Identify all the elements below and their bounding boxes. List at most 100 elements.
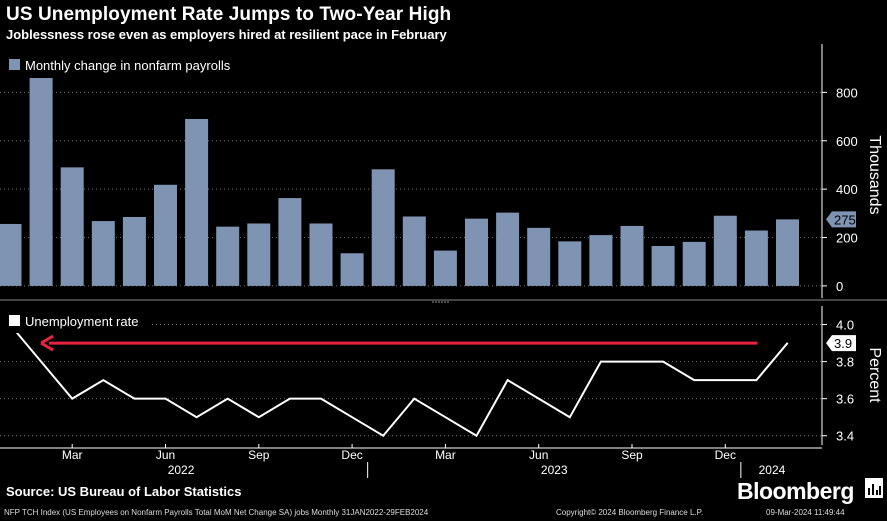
y-tick-label: 3.4 — [836, 429, 854, 444]
last-value-label: 3.9 — [834, 336, 852, 351]
line-point — [196, 416, 198, 418]
bar — [216, 226, 240, 286]
line-point — [382, 435, 384, 437]
bar — [402, 216, 426, 286]
bar — [185, 118, 209, 286]
x-tick-label: Dec — [715, 448, 736, 462]
x-tick-label: Dec — [341, 448, 362, 462]
payrolls-legend-swatch — [9, 59, 20, 70]
bar — [278, 198, 302, 286]
line-point — [413, 398, 415, 400]
line-point — [475, 435, 478, 437]
y-tick-label: 3.6 — [836, 392, 854, 407]
x-year-label: 2022 — [168, 463, 195, 477]
bar — [29, 76, 53, 286]
bar — [465, 218, 488, 286]
legends: Monthly change in nonfarm payrolls Unempl… — [0, 52, 887, 333]
y-tick-label: 4.0 — [836, 318, 854, 333]
x-year-label: 2023 — [541, 463, 568, 477]
line-point — [786, 342, 789, 344]
bar — [122, 216, 146, 286]
x-tick-label: Jun — [529, 448, 548, 462]
line-point — [258, 416, 260, 418]
bar — [91, 221, 115, 286]
x-year-label: 2024 — [759, 463, 786, 477]
payrolls-y-axis: 0 200 400 600 800 Thousands 275 — [821, 44, 883, 298]
x-tick-label: Sep — [621, 448, 643, 462]
source-note: Source: US Bureau of Labor Statistics — [6, 484, 242, 499]
bar — [496, 212, 520, 286]
line-point — [164, 398, 167, 400]
line-point — [320, 398, 322, 400]
arrow-head — [40, 334, 54, 352]
bar — [589, 235, 613, 286]
last-value-label: 275 — [834, 212, 856, 227]
y-tick-label: 800 — [836, 85, 858, 100]
payrolls-legend-label: Monthly change in nonfarm payrolls — [25, 58, 231, 73]
line-point — [755, 379, 758, 381]
line-point — [538, 398, 540, 400]
bar — [433, 250, 457, 286]
bloomberg-logo: Bloomberg — [737, 478, 854, 504]
line-point — [133, 398, 135, 400]
last-value-badge — [826, 211, 856, 228]
bar — [651, 245, 675, 286]
unemployment-legend-label: Unemployment rate — [25, 314, 138, 329]
line-point — [507, 379, 509, 381]
bar — [682, 241, 706, 286]
y-tick-label: 400 — [836, 182, 858, 197]
y-tick-label: 600 — [836, 134, 858, 149]
copyright-note: Copyright© 2024 Bloomberg Finance L.P. — [556, 508, 704, 517]
line-point — [40, 361, 42, 363]
line-point — [71, 398, 73, 400]
payrolls-bars — [0, 76, 799, 286]
line-point — [351, 416, 353, 418]
bar — [558, 241, 582, 286]
bar — [309, 223, 333, 286]
line-point — [227, 398, 229, 400]
bloomberg-terminal-icon — [865, 478, 883, 498]
bar — [0, 223, 22, 286]
line-point — [662, 361, 664, 363]
y-tick-label: 3.8 — [836, 355, 854, 370]
bar — [60, 167, 84, 286]
ticker-note: NFP TCH Index (US Employees on Nonfarm P… — [4, 508, 429, 517]
x-axis: Mar Jun Sep Dec Mar Jun Sep Dec 2022 2023 2024 — [0, 444, 822, 478]
line-point — [600, 361, 602, 363]
y-tick-label: 200 — [836, 231, 858, 246]
line-point — [102, 379, 104, 381]
x-tick-label: Mar — [435, 448, 456, 462]
y-axis-title: Percent — [866, 347, 883, 403]
line-point — [693, 379, 695, 381]
bar — [247, 223, 271, 286]
x-tick-label: Mar — [62, 448, 83, 462]
unemployment-line — [9, 323, 789, 438]
line-point — [444, 416, 446, 418]
y-axis-title: Thousands — [866, 135, 883, 214]
unemployment-legend-swatch — [9, 315, 20, 326]
timestamp: 09-Mar-2024 11:49:44 — [766, 508, 845, 517]
x-tick-label: Sep — [248, 448, 270, 462]
bar — [713, 215, 737, 286]
bar — [776, 219, 799, 286]
bar — [154, 184, 177, 286]
bar — [620, 225, 644, 286]
unemployment-legend-bg — [0, 309, 150, 333]
line-point — [569, 416, 571, 418]
bar — [527, 227, 551, 286]
x-tick-label: Jun — [156, 448, 175, 462]
chart-title: US Unemployment Rate Jumps to Two-Year H… — [6, 4, 452, 25]
unemployment-y-axis: 3.4 3.6 3.8 4.0 Percent 3.9 — [821, 306, 883, 445]
bar — [371, 169, 395, 286]
unemployment-rate-line — [9, 323, 789, 438]
line-point — [724, 379, 726, 381]
line-point — [289, 398, 291, 400]
bar — [744, 230, 768, 286]
chart-subtitle: Joblessness rose even as employers hired… — [6, 27, 447, 42]
bar — [340, 253, 364, 286]
line-point — [631, 361, 633, 363]
payrolls-legend-bg — [0, 52, 252, 78]
y-tick-label: 0 — [836, 279, 843, 294]
last-value-badge — [826, 335, 856, 352]
